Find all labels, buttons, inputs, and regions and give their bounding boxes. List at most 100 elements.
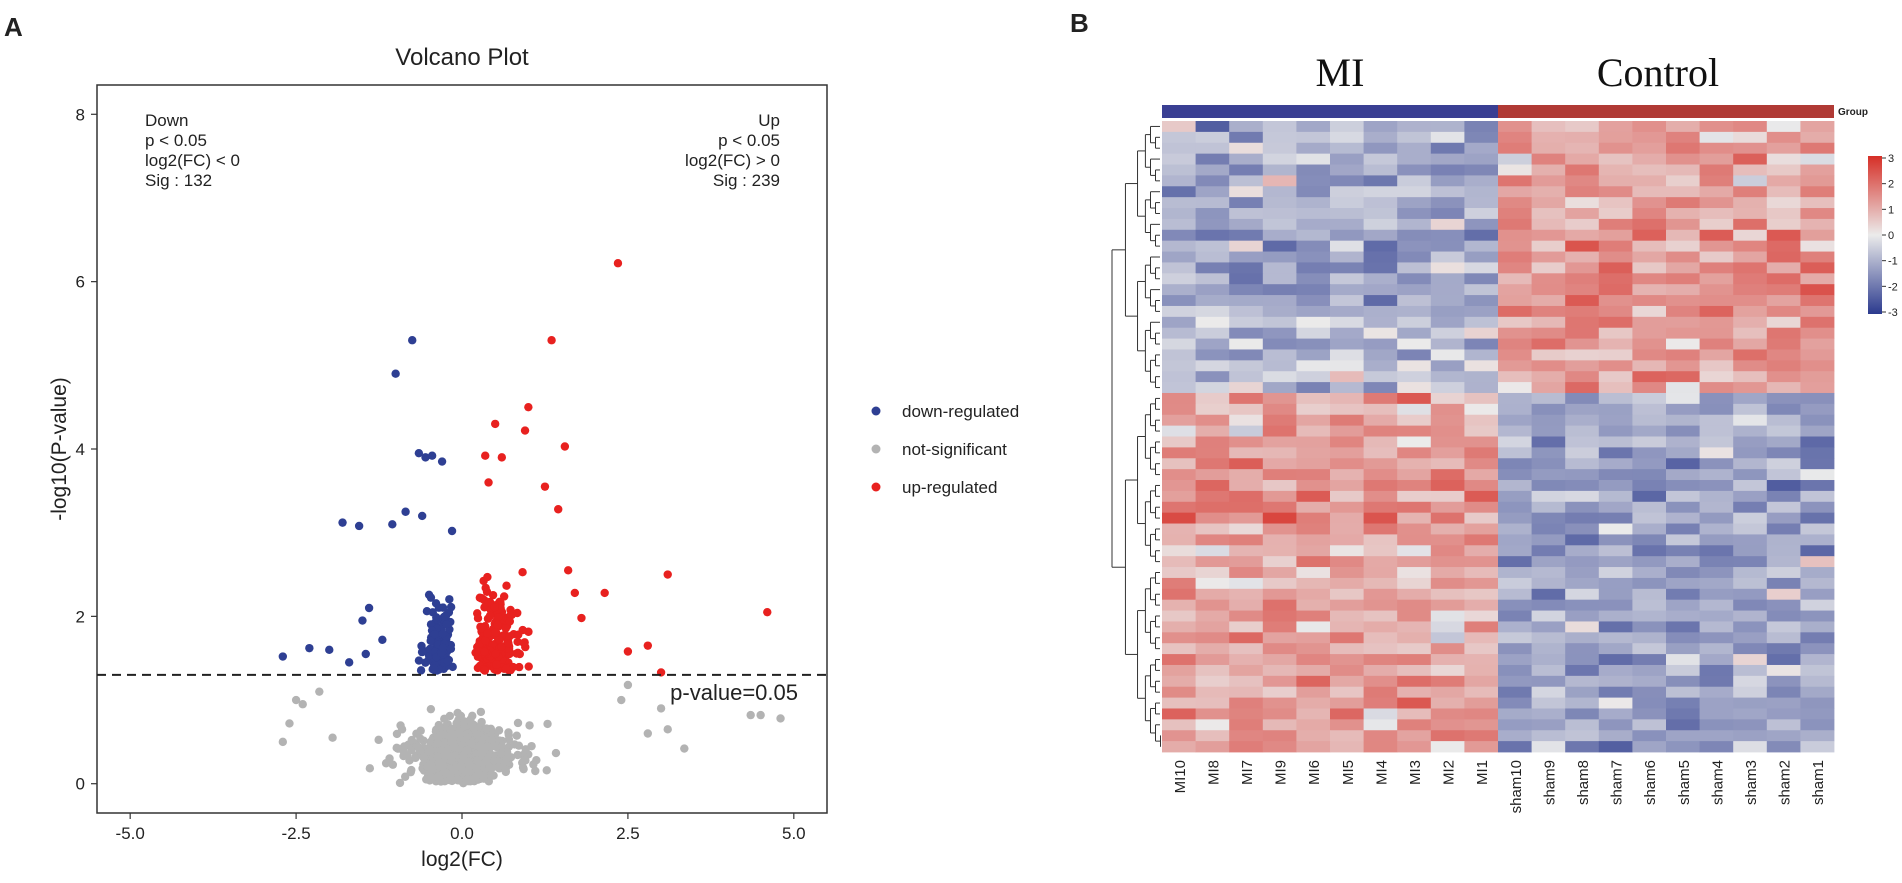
heatmap-cell <box>1800 686 1835 698</box>
heatmap-cell <box>1162 392 1196 405</box>
heatmap-cell <box>1229 577 1264 590</box>
heatmap-cell <box>1766 469 1801 481</box>
heatmap-cell <box>1363 447 1398 459</box>
heatmap-cell <box>1430 208 1465 220</box>
point-not-significant <box>388 760 398 769</box>
heatmap-cell <box>1531 240 1566 252</box>
heatmap-cell <box>1666 490 1700 503</box>
heatmap-cell <box>1699 534 1734 546</box>
down-annotation-line: Down <box>145 111 188 130</box>
heatmap-cell <box>1397 338 1432 350</box>
heatmap-cell <box>1430 360 1465 372</box>
heatmap-cell <box>1666 534 1700 546</box>
heatmap-cell <box>1397 121 1432 133</box>
heatmap-cell <box>1766 284 1801 296</box>
heatmap-cell <box>1162 730 1196 742</box>
heatmap-cell <box>1430 142 1465 155</box>
heatmap-cell <box>1330 523 1364 535</box>
heatmap-cell <box>1296 741 1331 753</box>
point-down-regulated <box>391 369 400 378</box>
heatmap-cell <box>1262 153 1297 165</box>
point-not-significant <box>519 764 528 774</box>
point-not-significant <box>453 708 462 718</box>
heatmap-cell <box>1632 512 1667 524</box>
heatmap-cell <box>1229 741 1264 753</box>
heatmap-cell <box>1531 436 1566 448</box>
heatmap-cell <box>1766 534 1801 546</box>
heatmap-cell <box>1733 741 1768 753</box>
heatmap-cell <box>1397 534 1432 546</box>
heatmap-cell <box>1666 686 1700 698</box>
heatmap-cell <box>1632 121 1667 133</box>
heatmap-cell <box>1464 632 1499 644</box>
heatmap-cell <box>1330 327 1364 339</box>
heatmap-cell <box>1330 262 1364 274</box>
heatmap-cell <box>1598 414 1633 427</box>
heatmap-cell <box>1699 164 1734 176</box>
heatmap-cell <box>1397 382 1432 394</box>
heatmap-cell <box>1262 556 1297 568</box>
point-not-significant <box>447 756 456 765</box>
point-not-significant <box>487 771 496 780</box>
point-up-regulated <box>524 662 533 671</box>
up-annotation: Up p < 0.05 log2(FC) > 0 Sig : 239 <box>685 111 780 190</box>
heatmap-cell <box>1162 469 1196 481</box>
heatmap-cell <box>1262 327 1297 339</box>
heatmap-cell <box>1397 142 1432 155</box>
heatmap-cell <box>1195 632 1230 644</box>
heatmap-cell <box>1565 208 1600 220</box>
heatmap-cell <box>1330 490 1364 503</box>
heatmap-cell <box>1229 567 1264 579</box>
heatmap-cell <box>1699 741 1734 753</box>
heatmap-cell <box>1531 686 1566 698</box>
heatmap-cell <box>1296 316 1331 329</box>
heatmap-cell <box>1464 131 1499 144</box>
point-not-significant <box>395 778 405 788</box>
heatmap-cell <box>1800 295 1835 307</box>
heatmap-cell <box>1733 621 1768 633</box>
heatmap-cell <box>1162 458 1196 470</box>
heatmap-cell <box>1598 316 1633 329</box>
heatmap-cell <box>1296 392 1331 405</box>
heatmap-cell <box>1531 142 1566 155</box>
heatmap-cell <box>1565 360 1600 372</box>
heatmap-cell <box>1565 316 1600 329</box>
heatmap-cell <box>1464 436 1499 448</box>
heatmap-cell <box>1699 338 1734 350</box>
heatmap-cell <box>1565 273 1600 285</box>
heatmap-cell <box>1531 490 1566 503</box>
heatmap-cell <box>1699 643 1734 655</box>
heatmap-cell <box>1733 480 1768 492</box>
up-annotation-line: p < 0.05 <box>718 131 780 150</box>
heatmap-cell <box>1464 610 1499 622</box>
heatmap-cell <box>1464 512 1499 524</box>
heatmap-cell <box>1464 284 1499 296</box>
heatmap-cell <box>1262 284 1297 296</box>
heatmap-cell <box>1598 480 1633 492</box>
point-up-regulated <box>513 648 523 658</box>
heatmap-cell <box>1632 142 1667 155</box>
heatmap-cell <box>1195 338 1230 350</box>
heatmap-cell <box>1430 284 1465 296</box>
point-down-regulated <box>445 595 454 604</box>
heatmap-cell <box>1430 610 1465 622</box>
column-label: MI2 <box>1441 760 1458 785</box>
heatmap-cell <box>1498 262 1532 274</box>
point-not-significant <box>543 719 552 729</box>
heatmap-cell <box>1800 392 1835 405</box>
heatmap-cell <box>1430 153 1465 165</box>
point-up-regulated <box>505 632 514 641</box>
heatmap-cell <box>1330 741 1364 753</box>
heatmap-cell <box>1296 556 1331 568</box>
heatmap-cell <box>1296 708 1331 720</box>
heatmap-cell <box>1699 251 1734 263</box>
heatmap-cell <box>1632 251 1667 263</box>
heatmap-cell <box>1464 316 1499 329</box>
heatmap-cell <box>1430 425 1465 437</box>
heatmap-cell <box>1229 545 1264 557</box>
heatmap-cell <box>1262 534 1297 546</box>
heatmap-cell <box>1766 164 1801 176</box>
heatmap-cell <box>1565 229 1600 242</box>
heatmap-cell <box>1363 436 1398 448</box>
heatmap-cell <box>1162 447 1196 459</box>
